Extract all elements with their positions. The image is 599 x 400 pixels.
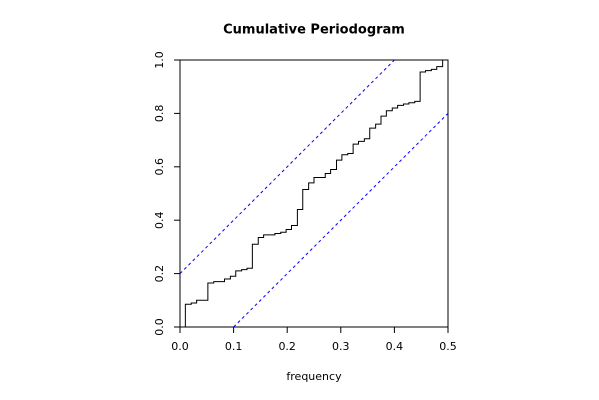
y-tick-label: 0.8 (153, 105, 166, 123)
chart-title: Cumulative Periodogram (223, 23, 405, 38)
x-tick-label: 0.1 (225, 340, 243, 353)
x-tick-label: 0.4 (386, 340, 404, 353)
x-tick-label: 0.2 (278, 340, 296, 353)
confidence-bound (179, 59, 395, 274)
y-tick-label: 0.6 (153, 158, 166, 176)
x-tick-label: 0.5 (439, 340, 457, 353)
plot-box (179, 59, 449, 328)
y-tick-label: 1.0 (153, 51, 166, 69)
x-tick-label: 0.0 (171, 340, 189, 353)
y-tick-label: 0.2 (153, 265, 166, 283)
x-tick-label: 0.3 (332, 340, 350, 353)
y-tick-label: 0.4 (153, 211, 166, 229)
confidence-bound (233, 113, 449, 328)
cumulative-periodogram-line (184, 60, 444, 327)
y-tick-label: 0.0 (153, 318, 166, 336)
x-axis-label: frequency (286, 370, 342, 383)
